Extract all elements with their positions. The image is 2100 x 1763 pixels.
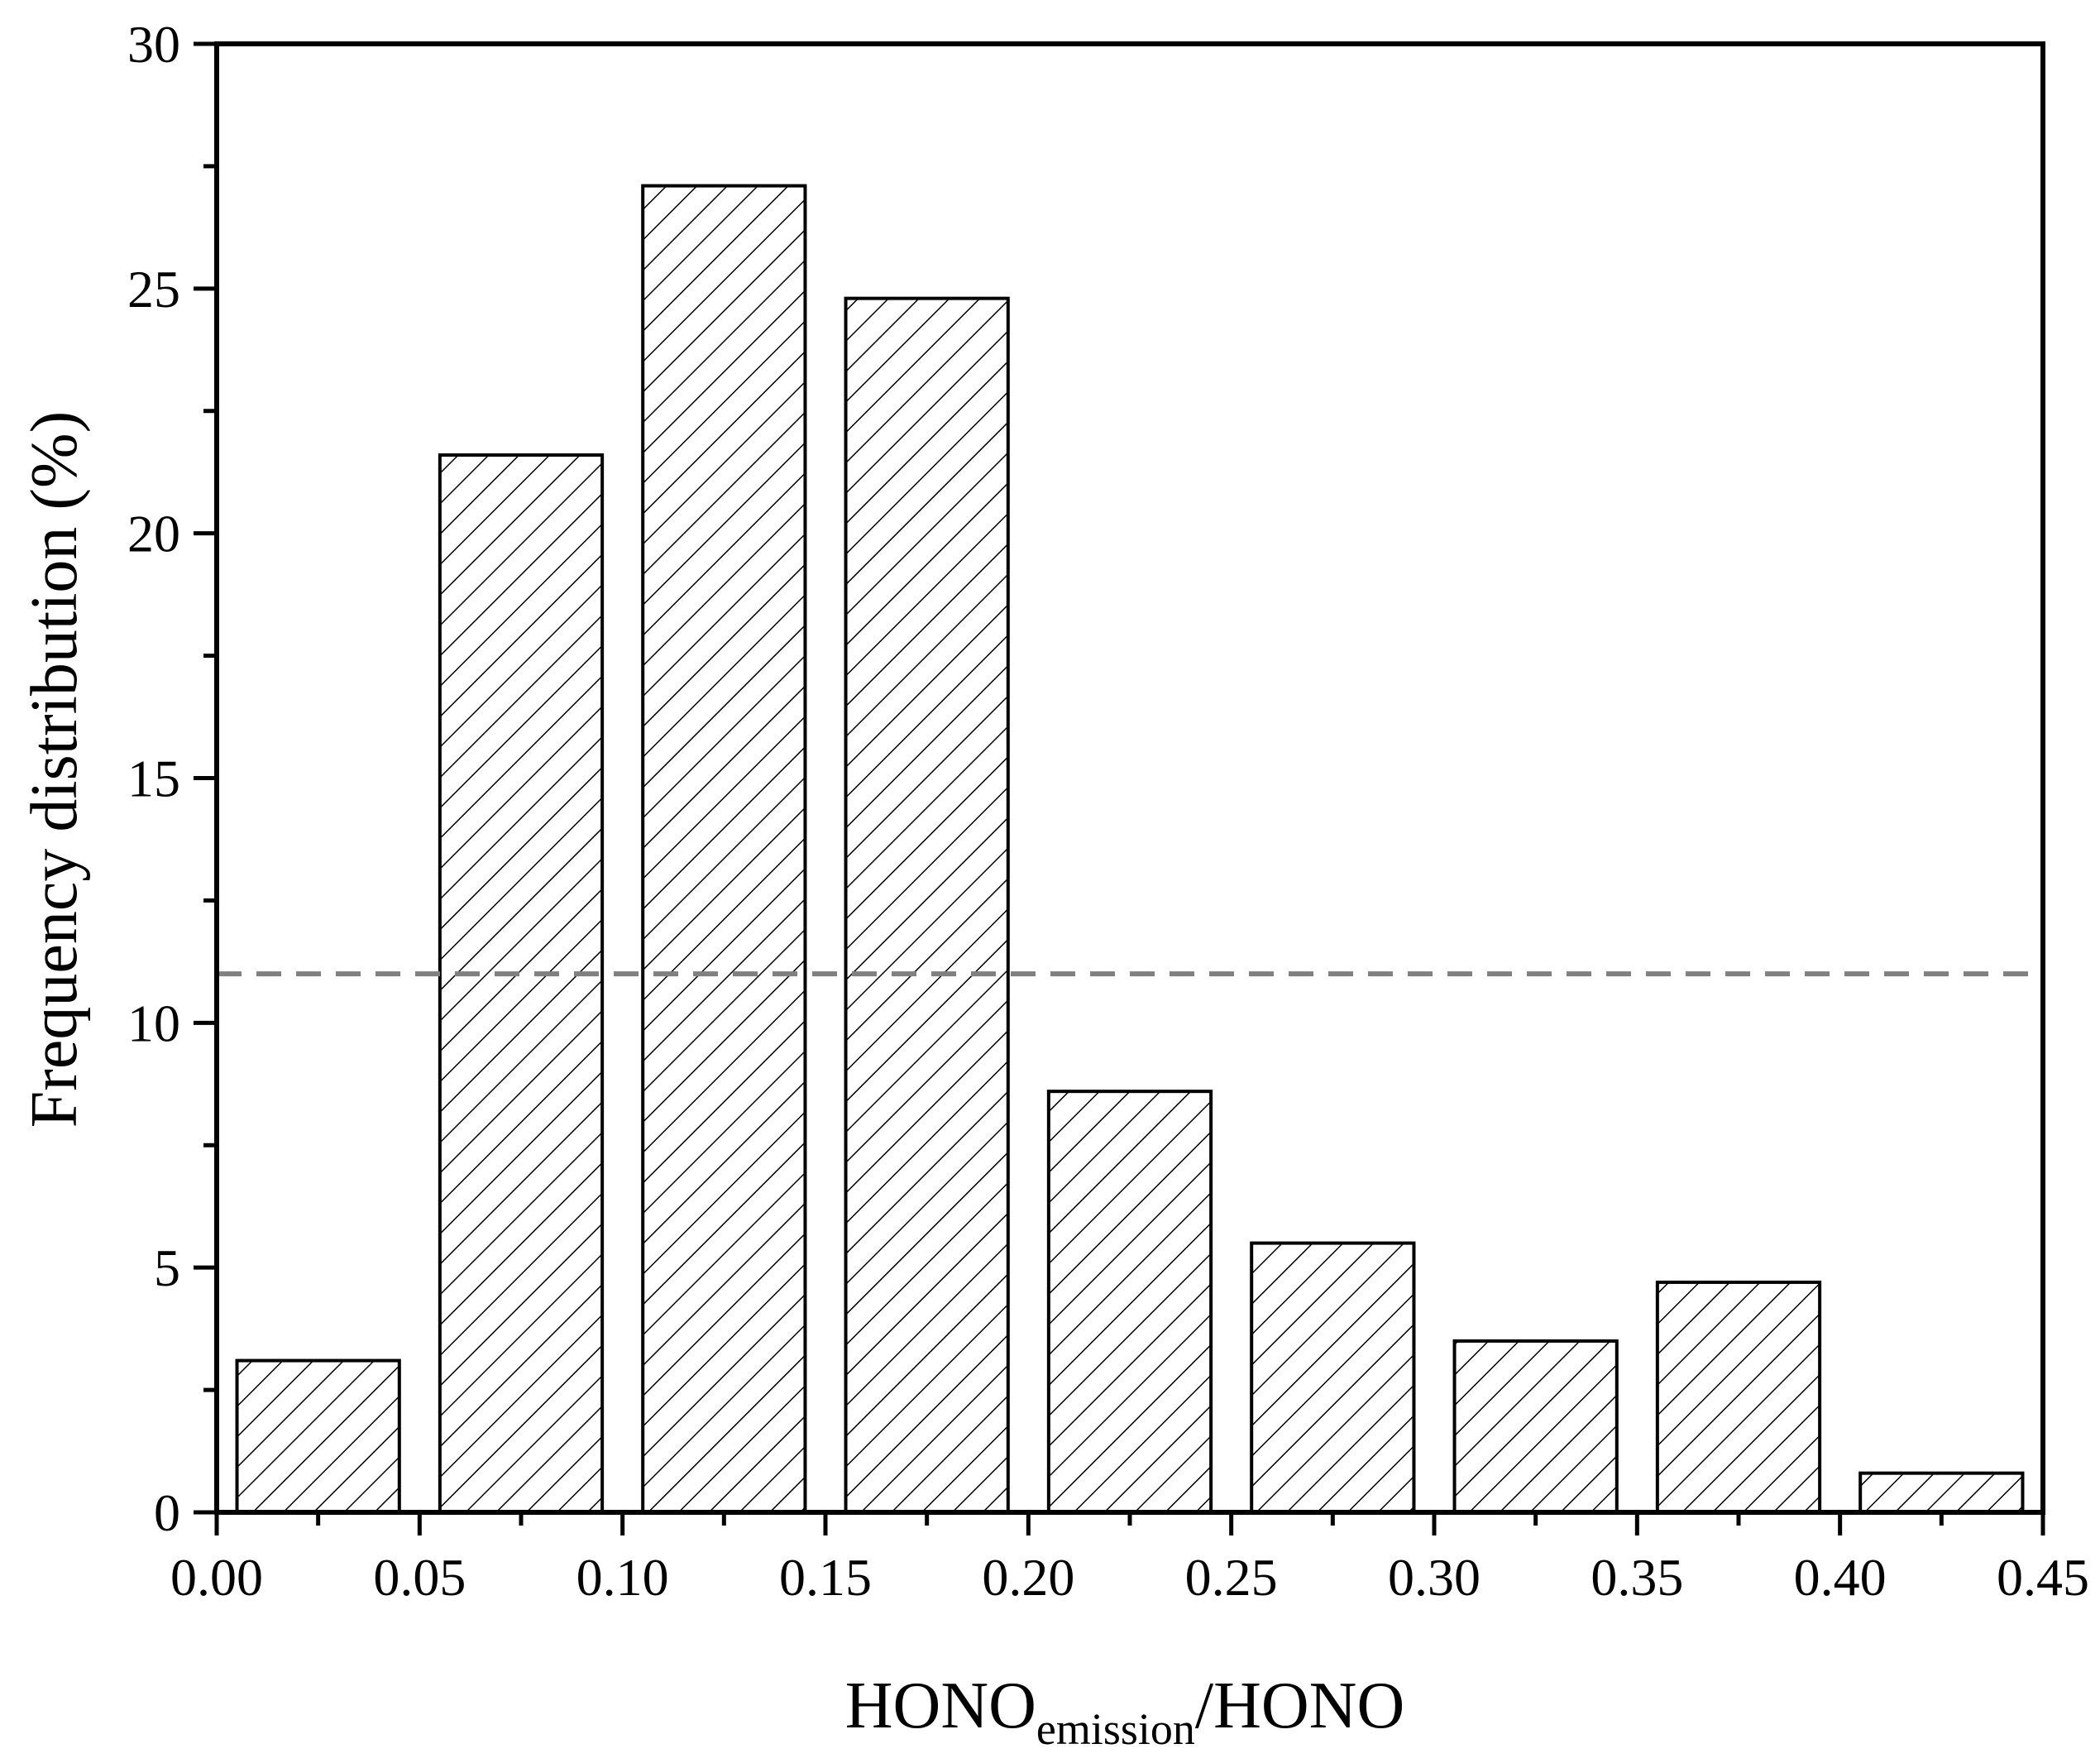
histogram-bar-3 [641,184,807,1514]
histogram-bar-9 [1858,1471,2025,1514]
x-axis-title-suffix: /HONO [1195,1670,1404,1742]
x-tick-label: 0.15 [779,1548,872,1607]
bars-group [235,184,2025,1515]
x-tick-label: 0.20 [982,1548,1074,1607]
x-axis-ticks [214,1512,2045,1535]
x-axis-title-subscript: emission [1036,1704,1195,1754]
y-tick-label: 15 [127,750,180,808]
histogram-bar-7 [1452,1339,1619,1514]
x-tick-label: 0.30 [1388,1548,1481,1607]
x-axis-tick-labels: 0.00 0.05 0.10 0.15 0.20 0.25 0.30 0.35 0.40 0.45 [170,1548,2089,1607]
x-tick-label: 0.25 [1185,1548,1278,1607]
histogram-bar-2 [438,453,605,1514]
x-tick-label: 0.10 [576,1548,669,1607]
y-tick-label: 25 [127,260,180,319]
x-tick-label: 0.05 [373,1548,466,1607]
x-tick-label: 0.40 [1794,1548,1887,1607]
x-tick-label: 0.45 [1997,1548,2089,1607]
y-axis-title: Frequency distribution (%) [18,411,91,1128]
y-tick-label: 20 [127,505,180,563]
x-axis-title: HONOemission/HONO [845,1670,1404,1754]
y-tick-label: 10 [127,994,180,1052]
y-tick-label: 0 [154,1483,180,1542]
histogram-bar-5 [1046,1090,1213,1514]
histogram-bar-4 [844,296,1010,1515]
x-tick-label: 0.00 [170,1548,263,1607]
y-axis-tick-labels: 0 5 10 15 20 25 30 [127,15,180,1542]
histogram-bar-6 [1250,1241,1416,1515]
y-tick-label: 5 [154,1238,180,1297]
histogram-bar-8 [1655,1280,1822,1514]
x-tick-label: 0.35 [1591,1548,1683,1607]
y-tick-label: 30 [127,15,180,74]
y-axis-ticks [194,41,217,1515]
histogram-bar-1 [235,1358,401,1515]
x-axis-title-main: HONO [845,1670,1036,1742]
